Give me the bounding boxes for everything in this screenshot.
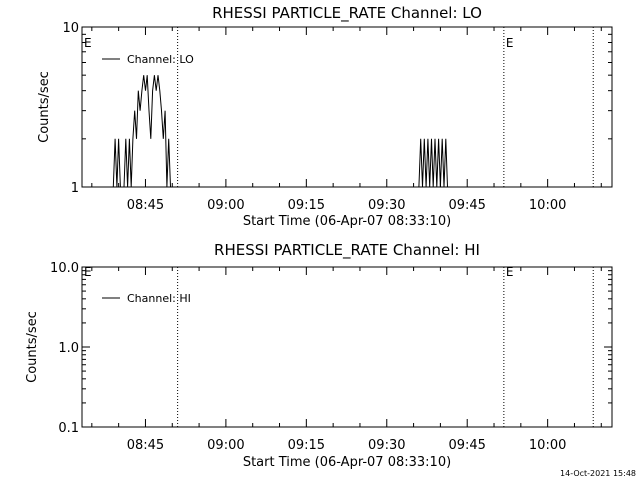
y-axis-label: Counts/sec [37,71,52,143]
chart-title: RHESSI PARTICLE_RATE Channel: LO [212,4,482,23]
y-tick-label: 1.0 [58,341,79,356]
y-tick-label: 1 [71,181,79,196]
chart-title: RHESSI PARTICLE_RATE Channel: HI [214,241,480,260]
x-tick-label: 09:00 [207,438,244,453]
y-tick-label: 0.1 [58,421,79,436]
event-marker: E [506,36,514,50]
x-tick-label: 09:30 [368,438,405,453]
x-tick-label: 08:45 [127,198,164,213]
x-axis-label: Start Time (06-Apr-07 08:33:10) [243,214,451,229]
chart-lo: RHESSI PARTICLE_RATE Channel: LO 08:45 09:… [37,4,613,229]
event-marker: E [506,265,514,279]
plot-frame [81,266,613,428]
y-tick-label: 10.0 [50,261,79,276]
x-tick-label: 09:45 [448,438,485,453]
x-tick-label: 08:45 [127,438,164,453]
chart-hi: RHESSI PARTICLE_RATE Channel: HI 08:45 09:… [25,241,613,470]
series-line [112,75,448,188]
legend-label: Channel: HI [127,292,191,305]
y-axis-label: Counts/sec [25,311,40,383]
legend-label: Channel: LO [127,53,194,66]
x-axis-label: Start Time (06-Apr-07 08:33:10) [243,455,451,470]
x-tick-label: 10:00 [529,198,566,213]
x-tick-label: 09:45 [448,198,485,213]
x-tick-label: 09:15 [288,438,325,453]
x-tick-label: 09:30 [368,198,405,213]
event-marker: E [84,36,92,50]
x-tick-label: 09:15 [288,198,325,213]
event-marker: E [84,265,92,279]
x-tick-label: 10:00 [529,438,566,453]
plot-frame [81,26,613,188]
x-tick-label: 09:00 [207,198,244,213]
y-tick-label: 10 [62,21,79,36]
footer-timestamp: 14-Oct-2021 15:48 [560,469,636,478]
